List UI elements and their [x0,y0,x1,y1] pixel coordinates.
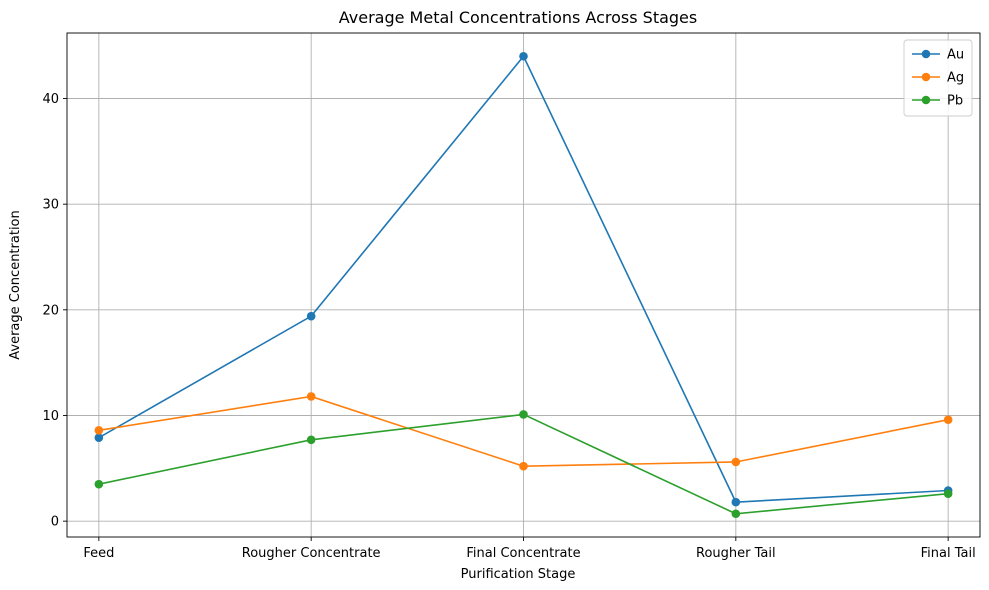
data-point-ag [306,392,316,401]
axis-ticks: Feed Rougher Concentrate Final Concentrate… [42,92,975,561]
data-point-pb [306,435,316,445]
y-axis-label: Average Concentration [8,210,23,359]
legend-marker-pb [921,95,931,105]
data-point-ag [731,457,741,467]
data-point-au [94,433,104,442]
series-ag [94,392,953,471]
x-tick-label: Rougher Concentrate [242,546,381,561]
legend-box [903,39,973,117]
data-point-au [306,311,316,321]
legend-marker-au [921,49,931,59]
data-point-au [731,497,741,507]
x-axis-label: Purification Stage [461,567,576,582]
data-point-pb [94,479,104,489]
legend-item-ag: Ag [912,71,964,86]
data-point-pb [943,489,953,498]
legend-item-au: Au [912,48,964,63]
x-tick-label: Final Tail [921,546,976,561]
data-point-ag [943,415,953,425]
data-point-pb [731,509,741,519]
y-tick-label: 40 [42,92,59,107]
legend: Au Ag Pb [903,39,973,117]
series-lines [94,51,953,519]
x-tick-label: Rougher Tail [696,546,776,561]
data-point-pb [519,410,528,419]
legend-label-au: Au [947,48,964,63]
data-point-ag [94,425,104,435]
series-pb [94,410,953,519]
chart-title: Average Metal Concentrations Across Stag… [339,8,697,27]
data-point-ag [519,461,528,471]
data-point-au [519,51,528,61]
y-tick-label: 30 [42,198,59,213]
legend-item-pb: Pb [912,94,963,109]
x-tick-label: Final Concentrate [466,546,580,561]
x-tick-label: Feed [83,546,114,561]
y-tick-label: 20 [42,303,59,318]
legend-label-pb: Pb [947,94,963,109]
y-tick-label: 10 [42,409,59,424]
y-tick-label: 0 [51,515,59,530]
legend-marker-ag [921,72,931,82]
legend-label-ag: Ag [947,71,964,86]
